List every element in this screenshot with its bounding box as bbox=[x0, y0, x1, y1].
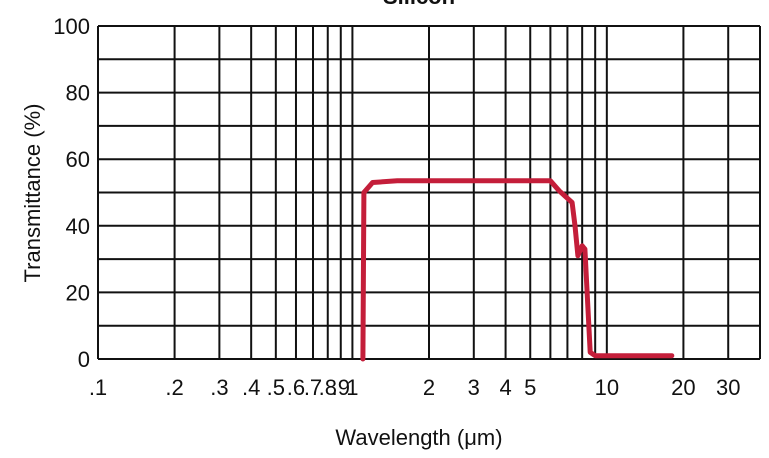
x-tick-label: .7 bbox=[304, 375, 322, 400]
y-tick-label: 40 bbox=[66, 214, 90, 239]
y-tick-label: 60 bbox=[66, 147, 90, 172]
y-tick-label: 20 bbox=[66, 280, 90, 305]
x-tick-label: 30 bbox=[716, 375, 740, 400]
y-axis-title: Transmittance (%) bbox=[20, 104, 45, 283]
chart-title: Silicon bbox=[383, 0, 455, 9]
x-tick-label: .9 bbox=[332, 375, 350, 400]
x-axis-title: Wavelength (μm) bbox=[335, 425, 502, 450]
y-tick-label: 80 bbox=[66, 81, 90, 106]
x-tick-label: 5 bbox=[524, 375, 536, 400]
x-tick-label: 1 bbox=[346, 375, 358, 400]
x-tick-label: 20 bbox=[671, 375, 695, 400]
x-tick-label: .1 bbox=[89, 375, 107, 400]
x-tick-label: .2 bbox=[165, 375, 183, 400]
x-tick-label: .8 bbox=[319, 375, 337, 400]
x-tick-labels: .1 .2 .3 .4 .5.6.7.8.91 2 3 4 5 10 20 30 bbox=[89, 375, 741, 400]
x-tick-label: 3 bbox=[468, 375, 480, 400]
y-tick-labels: 0 20 40 60 80 100 bbox=[53, 14, 90, 372]
transmittance-series-line bbox=[360, 178, 675, 362]
x-tick-label: 10 bbox=[595, 375, 619, 400]
y-tick-label: 100 bbox=[53, 14, 90, 39]
x-tick-label: 2 bbox=[423, 375, 435, 400]
y-tick-label: 0 bbox=[78, 347, 90, 372]
x-tick-label: .3 bbox=[210, 375, 228, 400]
series-layer bbox=[360, 178, 675, 362]
x-tick-label: .5 bbox=[267, 375, 285, 400]
x-tick-label: .6 bbox=[287, 375, 305, 400]
x-tick-label: .4 bbox=[242, 375, 260, 400]
x-tick-label: 4 bbox=[499, 375, 511, 400]
plot-grid bbox=[97, 25, 761, 360]
